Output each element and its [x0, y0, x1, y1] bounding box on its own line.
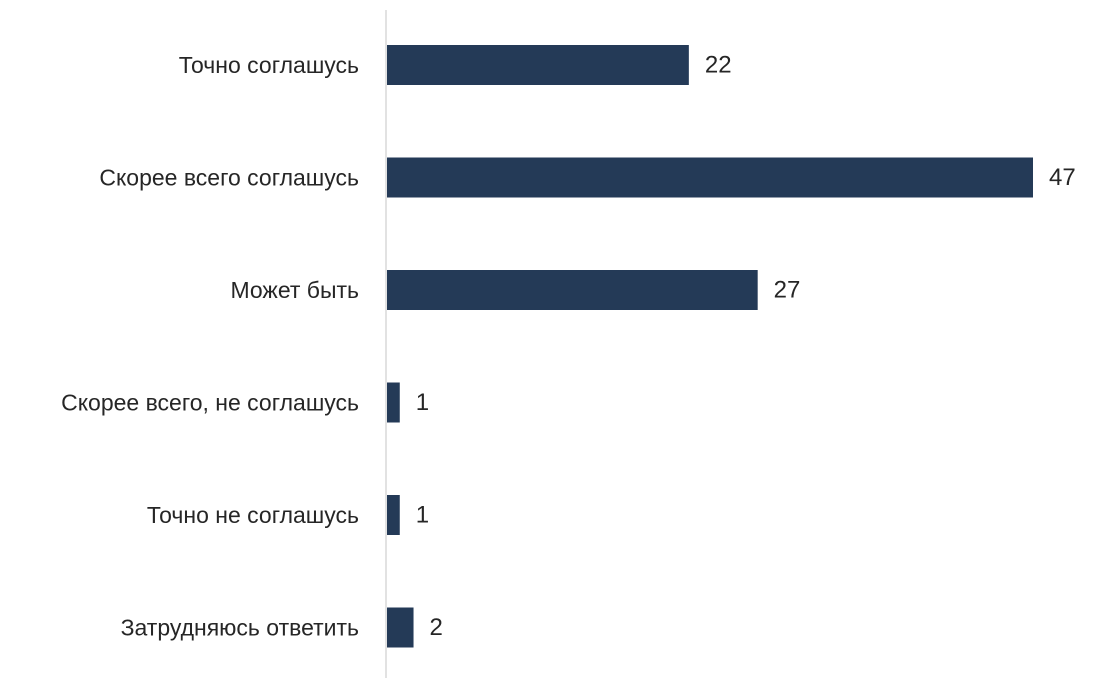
value-label: 47 [1049, 164, 1076, 191]
category-label: Может быть [230, 277, 359, 303]
bar [387, 495, 400, 535]
value-label: 22 [705, 52, 732, 79]
value-label: 1 [416, 389, 429, 416]
bars-group: Точно соглашусь 22 Скорее всего соглашусь 4… [61, 45, 1076, 648]
bar [387, 157, 1033, 198]
category-label: Скорее всего, не соглашусь [61, 390, 359, 416]
category-label: Точно соглашусь [179, 52, 359, 78]
bar [387, 607, 414, 648]
value-label: 2 [430, 614, 443, 641]
bar [387, 382, 400, 423]
value-label: 27 [774, 277, 801, 304]
value-label: 1 [416, 502, 429, 529]
bar [387, 270, 758, 310]
bar [387, 45, 689, 85]
category-label: Скорее всего соглашусь [99, 165, 359, 191]
category-label: Точно не соглашусь [147, 502, 359, 528]
category-label: Затрудняюсь ответить [121, 615, 359, 641]
